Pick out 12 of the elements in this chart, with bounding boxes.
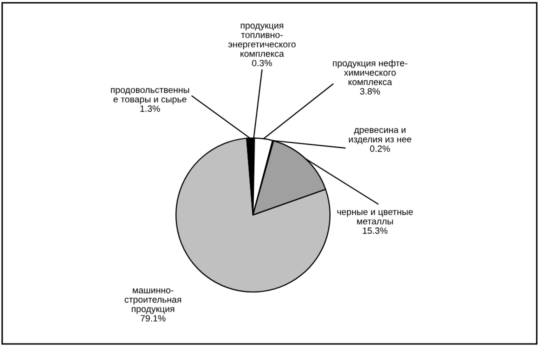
data-label: 1.3% (140, 105, 160, 112)
data-label: 0.3% (252, 60, 272, 66)
data-label: 79.1% (140, 315, 166, 322)
slice-label: продукция нефте-химического комплекса (332, 60, 408, 86)
slice-label: древесина и изделия из нее (348, 128, 412, 144)
slice-label: черные и цветные металлы (337, 210, 413, 224)
slice-label: продукция топливно-энергетического комплекса (228, 24, 296, 57)
data-label: 0.2% (370, 145, 390, 152)
data-label: 3.8% (360, 88, 380, 95)
data-label: 15.3% (362, 227, 388, 234)
slice-label: продовольственные товары и сырье (110, 88, 190, 104)
slice-label: машинно-строительная продукция (124, 288, 182, 314)
